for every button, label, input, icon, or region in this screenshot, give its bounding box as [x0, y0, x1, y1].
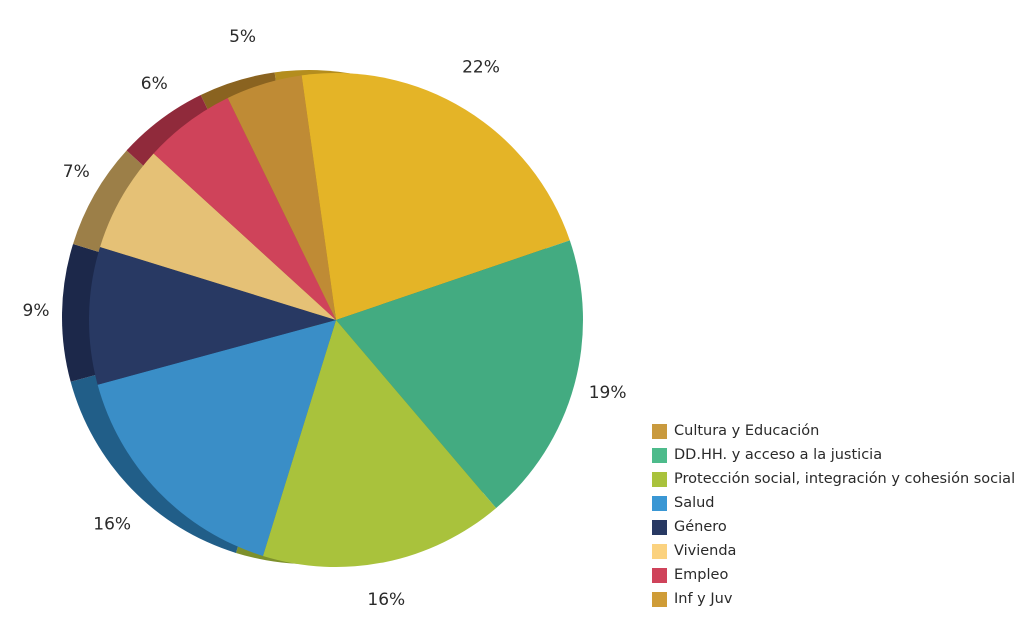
pie-slice: [336, 240, 583, 509]
legend-label: Vivienda: [674, 543, 737, 559]
slice-value-label: 9%: [23, 301, 50, 321]
pie-slice: [89, 246, 337, 385]
legend-label: Género: [674, 519, 727, 535]
legend-swatch: [652, 591, 667, 607]
legend-item: DD.HH. y acceso a la justicia: [652, 443, 1015, 467]
legend-label: Protección social, integración y cohesió…: [674, 471, 1016, 487]
legend-label: Empleo: [674, 567, 729, 583]
legend-swatch: [652, 495, 667, 511]
pie-slice: [227, 75, 336, 321]
legend-label: DD.HH. y acceso a la justicia: [674, 447, 883, 463]
pie-labels: 22% 19% 16% 16% 9% 7% 6% 5%: [23, 27, 627, 610]
legend-label: Salud: [674, 495, 715, 511]
legend-swatch: [652, 447, 667, 463]
slice-value-label: 16%: [367, 590, 405, 610]
slice-value-label: 16%: [93, 514, 131, 534]
legend-item: Protección social, integración y cohesió…: [652, 467, 1015, 491]
pie-slice: [153, 98, 336, 320]
pie-slices: [89, 72, 583, 567]
legend: Cultura y Educación DD.HH. y acceso a la …: [652, 419, 1015, 611]
legend-item: Salud: [652, 491, 1015, 515]
legend-swatch: [652, 519, 667, 535]
legend-label: Inf y Juv: [674, 591, 733, 607]
legend-swatch: [652, 423, 667, 439]
legend-item: Género: [652, 515, 1015, 539]
pie-slice: [97, 320, 336, 556]
legend-item: Vivienda: [652, 539, 1015, 563]
pie-slice: [100, 153, 336, 320]
legend-swatch: [652, 543, 667, 559]
pie-slice: [262, 320, 497, 567]
legend-label: Cultura y Educación: [674, 423, 820, 439]
slice-value-label: 5%: [229, 27, 256, 47]
slice-value-label: 22%: [462, 57, 500, 77]
legend-item: Cultura y Educación: [652, 419, 1015, 443]
pie-slice: [301, 72, 570, 320]
legend-swatch: [652, 567, 667, 583]
legend-item: Empleo: [652, 563, 1015, 587]
legend-swatch: [652, 471, 667, 487]
slice-value-label: 7%: [63, 162, 90, 182]
slice-value-label: 19%: [589, 383, 627, 403]
legend-item: Inf y Juv: [652, 587, 1015, 611]
slice-value-label: 6%: [141, 74, 168, 94]
